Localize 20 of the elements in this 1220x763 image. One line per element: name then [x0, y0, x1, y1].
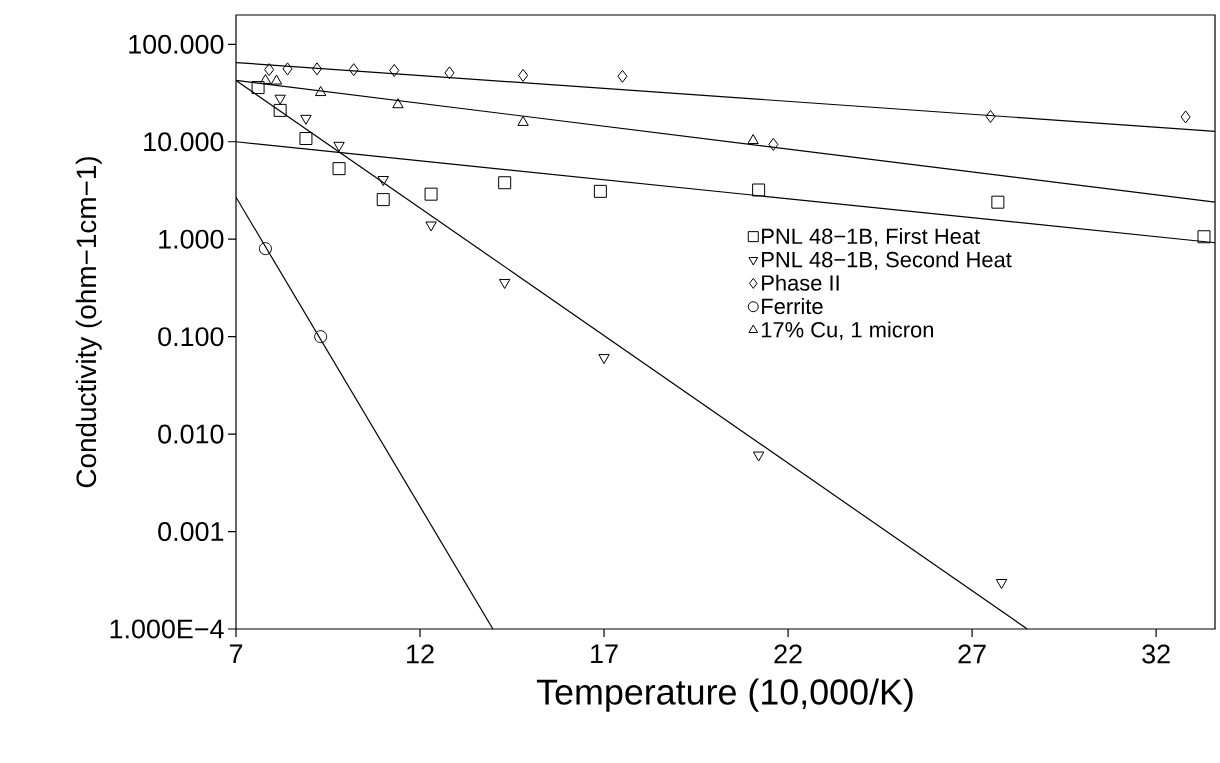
legend-label: PNL 48−1B, Second Heat	[762, 251, 1012, 270]
x-tick-label: 32	[1142, 644, 1170, 664]
y-axis-title: Conductivity (ohm−1cm−1)	[75, 157, 102, 488]
x-tick-label: 7	[229, 644, 243, 664]
legend-label: Ferrite	[762, 298, 823, 315]
y-tick-label: 10.000	[144, 132, 224, 152]
y-tick-label: 0.001	[158, 522, 224, 542]
y-tick-label: 100.000	[129, 34, 224, 54]
legend-label: 17% Cu, 1 micron	[761, 321, 934, 341]
x-tick-label: 22	[774, 644, 802, 664]
y-tick-label: 0.010	[158, 424, 224, 444]
x-tick-label: 17	[591, 644, 618, 664]
y-tick-label: 0.100	[158, 327, 224, 347]
y-tick-label: 1.000	[159, 229, 224, 249]
legend-label: PNL 48−1B, First Heat	[762, 227, 980, 247]
x-tick-label: 27	[958, 644, 986, 664]
x-tick-label: 12	[407, 644, 434, 664]
y-tick-label: 1.000E−4	[110, 619, 224, 639]
x-axis-title: Temperature (10,000/K)	[536, 678, 913, 712]
legend-label: Phase II	[762, 274, 839, 291]
